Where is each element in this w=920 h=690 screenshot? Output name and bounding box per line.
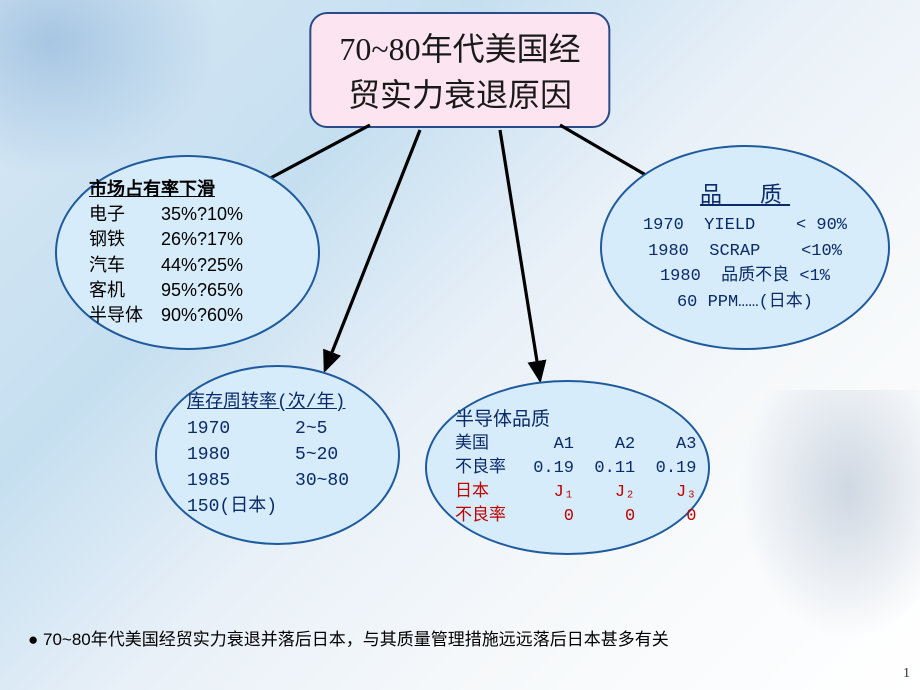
inventory-rows: 1970 2~51980 5~201985 30~80 xyxy=(187,416,349,494)
semi-row: 不良率 0.19 0.11 0.19 xyxy=(455,457,696,481)
inventory-row: 1985 30~80 xyxy=(187,468,349,494)
arrow xyxy=(500,130,540,380)
quality-line: 60 PPM……(日本) xyxy=(643,290,847,316)
market-share-row: 半导体 90%?60% xyxy=(89,303,243,328)
inventory-extra: 150(日本) xyxy=(187,494,277,520)
title-box: 70~80年代美国经 贸实力衰退原因 xyxy=(309,12,610,128)
background-figure xyxy=(740,390,920,640)
arrow xyxy=(325,130,420,370)
semi-body: 美国 A1 A2 A3不良率 0.19 0.11 0.19日本 J₁ J₂ J₃… xyxy=(455,433,696,528)
market-share-header: 市场占有率下滑 xyxy=(89,177,215,202)
inventory-row: 1970 2~5 xyxy=(187,416,349,442)
market-share-row: 电子 35%?10% xyxy=(89,202,243,227)
market-share-row: 客机 95%?65% xyxy=(89,278,243,303)
page-number: 1 xyxy=(903,666,910,682)
market-share-row: 钢铁 26%?17% xyxy=(89,227,243,252)
title-line2: 贸实力衰退原因 xyxy=(339,70,580,116)
ellipse-market-share: 市场占有率下滑 电子 35%?10%钢铁 26%?17%汽车 44%?25%客机… xyxy=(55,155,320,350)
semi-row: 不良率 0 0 0 xyxy=(455,505,696,529)
market-share-rows: 电子 35%?10%钢铁 26%?17%汽车 44%?25%客机 95%?65%… xyxy=(89,202,243,328)
inventory-header: 库存周转率(次/年) xyxy=(187,390,345,416)
quality-line: 1980 SCRAP <10% xyxy=(643,239,847,265)
ellipse-semiconductor: 半导体品质 美国 A1 A2 A3不良率 0.19 0.11 0.19日本 J₁… xyxy=(425,380,710,555)
ellipse-quality: 品 质 1970 YIELD < 90%1980 SCRAP <10%1980 … xyxy=(600,145,890,350)
title-line1: 70~80年代美国经 xyxy=(339,24,580,70)
inventory-row: 1980 5~20 xyxy=(187,442,349,468)
semi-header: 半导体品质 xyxy=(455,407,550,434)
ellipse-inventory: 库存周转率(次/年) 1970 2~51980 5~201985 30~80 1… xyxy=(155,365,400,545)
footer-text: ● 70~80年代美国经贸实力衰退并落后日本，与其质量管理措施远远落后日本甚多有… xyxy=(28,628,900,652)
quality-line: 1970 YIELD < 90% xyxy=(643,213,847,239)
quality-line: 1980 品质不良 <1% xyxy=(643,264,847,290)
market-share-row: 汽车 44%?25% xyxy=(89,253,243,278)
quality-lines: 1970 YIELD < 90%1980 SCRAP <10%1980 品质不良… xyxy=(643,213,847,315)
quality-header: 品 质 xyxy=(700,180,790,213)
semi-row: 日本 J₁ J₂ J₃ xyxy=(455,481,696,505)
semi-row: 美国 A1 A2 A3 xyxy=(455,433,696,457)
